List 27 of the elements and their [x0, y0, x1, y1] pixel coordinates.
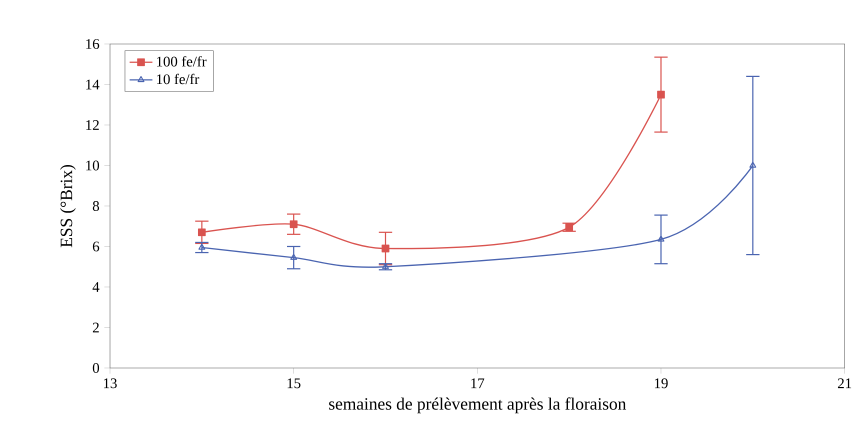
legend-label: 10 fe/fr	[157, 74, 200, 84]
legend-label: 100 fe/fr	[157, 56, 206, 67]
point	[565, 223, 574, 232]
y-tick-label: 0	[92, 363, 100, 373]
point	[658, 236, 664, 242]
point	[657, 90, 665, 98]
point	[749, 162, 756, 168]
point	[290, 220, 298, 228]
x-tick-label: 13	[104, 378, 117, 388]
x-tick-label: 21	[838, 378, 852, 388]
y-tick-label: 8	[92, 201, 100, 211]
y-tick-label: 6	[92, 242, 100, 252]
point	[382, 262, 389, 269]
x-tick-label: 17	[471, 378, 484, 388]
y-tick-label: 14	[86, 80, 100, 90]
y-tick-label: 2	[92, 322, 99, 332]
y-tick-label: 4	[92, 282, 100, 292]
x-tick-label: 19	[654, 378, 668, 388]
point	[382, 244, 390, 252]
y-axis-title: ESS (°Brix)	[60, 165, 76, 248]
y-tick-label: 10	[86, 160, 100, 170]
point	[290, 254, 298, 260]
y-tick-label: 16	[86, 39, 100, 49]
y-tick-label: 12	[86, 120, 99, 130]
x-axis-title: semaines de prélèvement après la floraison	[329, 397, 626, 414]
x-tick-label: 15	[288, 378, 300, 388]
point	[198, 228, 206, 236]
